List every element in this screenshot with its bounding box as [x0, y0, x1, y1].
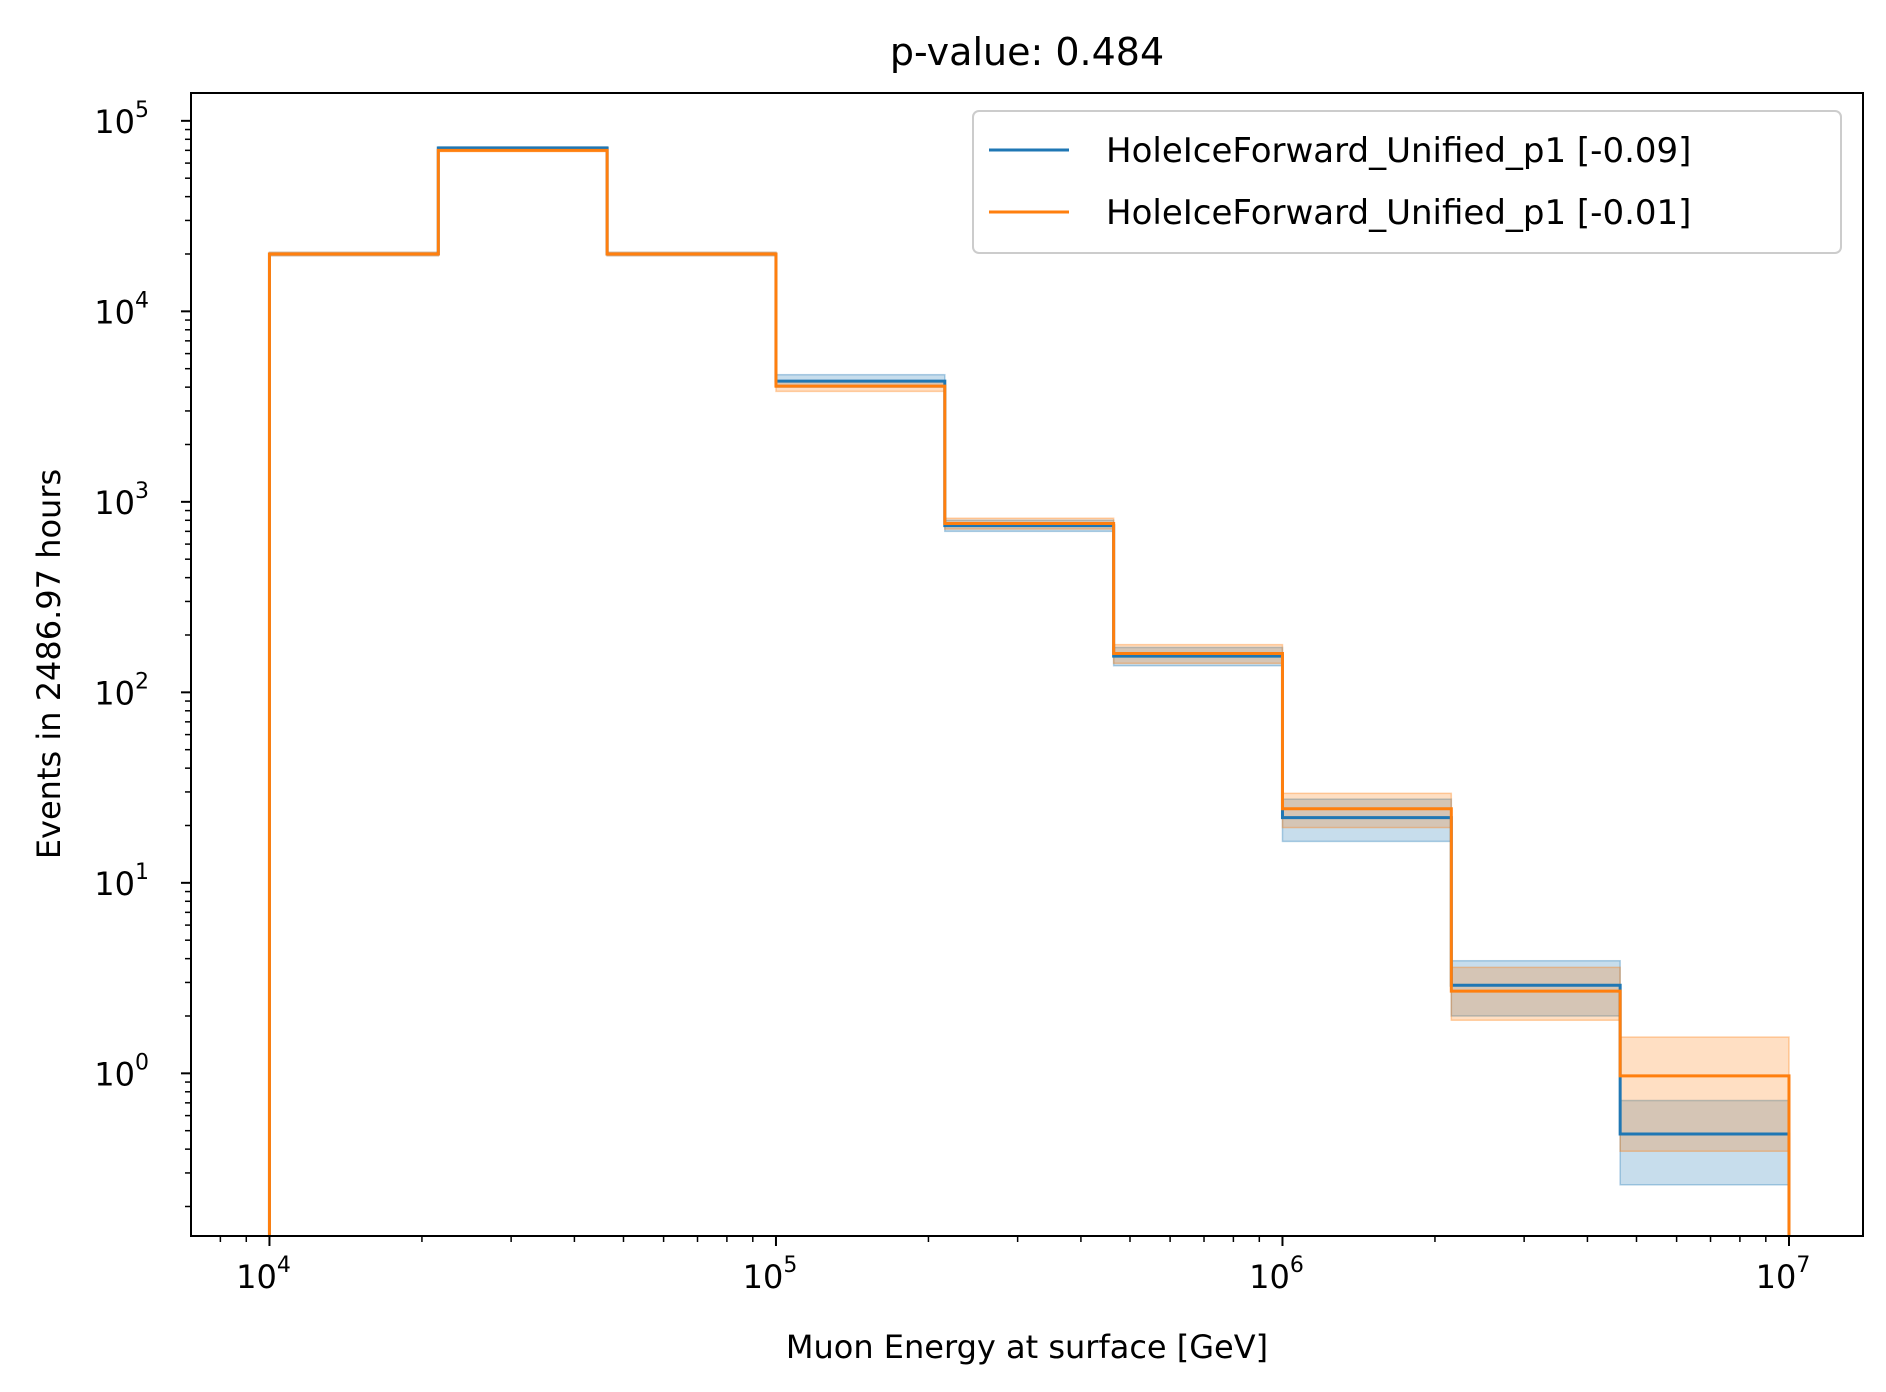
step-line-series-1 — [267, 148, 1791, 1236]
plot-area — [190, 92, 1864, 1237]
y-axis-label: Events in 2486.97 hours — [30, 469, 68, 859]
y-axis: 100 101 102 103 104 105 — [94, 98, 191, 1208]
y-tick-label-2: 102 — [94, 669, 149, 712]
y-tick-label-4: 104 — [94, 288, 149, 331]
chart-title: p-value: 0.484 — [890, 30, 1164, 74]
series-lines — [267, 146, 1791, 1236]
x-tick-label-2: 106 — [1249, 1253, 1304, 1296]
plot-frame — [190, 92, 1864, 1237]
band-series-0-bin-8 — [1619, 1099, 1790, 1186]
y-tick-label-1: 101 — [94, 860, 149, 903]
x-axis-label: Muon Energy at surface [GeV] — [786, 1328, 1268, 1366]
legend-box — [972, 110, 1842, 254]
legend: HoleIceForward_Unified_p1 [-0.09] HoleIc… — [972, 110, 1842, 254]
x-tick-label-3: 107 — [1756, 1253, 1811, 1296]
legend-label-series-1: HoleIceForward_Unified_p1 [-0.01] — [1106, 193, 1691, 233]
band-series-0-bin-6 — [1281, 798, 1453, 843]
band-series-1-bin-8 — [1619, 1036, 1790, 1152]
x-axis: 104 105 106 107 — [219, 1236, 1811, 1296]
y-tick-label-3: 103 — [94, 479, 149, 522]
legend-label-series-0: HoleIceForward_Unified_p1 [-0.09] — [1106, 131, 1691, 171]
y-tick-label-0: 100 — [94, 1050, 149, 1093]
x-tick-label-1: 105 — [743, 1253, 798, 1296]
band-series-1-bin-6 — [1281, 792, 1453, 829]
x-tick-label-0: 104 — [236, 1253, 291, 1296]
uncertainty-bands — [268, 146, 1790, 1186]
step-line-series-0 — [267, 146, 1791, 1236]
y-tick-label-5: 105 — [94, 98, 149, 141]
band-series-1-bin-7 — [1450, 966, 1621, 1021]
